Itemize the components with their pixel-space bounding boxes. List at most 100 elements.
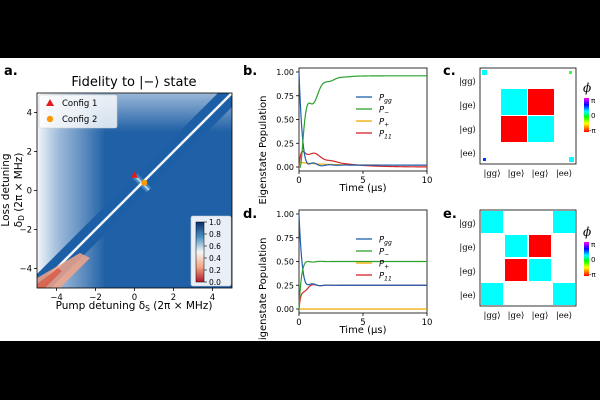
b-ytick-label: 0.00 xyxy=(276,163,294,172)
config1-point xyxy=(131,171,138,178)
panel-a: a. Fidelity to |−⟩ state −4 −2 0 2 4 −4 −2 0 2 4… xyxy=(0,64,233,313)
c-col-label: |ee⟩ xyxy=(556,169,572,179)
b-xtick-label: 0 xyxy=(296,176,301,186)
c-corner-br xyxy=(569,157,574,162)
colorbar-tick-label: 0.4 xyxy=(209,254,221,263)
b-xtick-label: 5 xyxy=(360,176,365,186)
panel-c-row-labels: |gg⟩ |ge⟩ |eg⟩ |ee⟩ xyxy=(459,77,476,159)
panel-c-matrix xyxy=(479,67,577,165)
panel-d-xlabel: Time (μs) xyxy=(338,325,386,336)
figure-canvas: a. Fidelity to |−⟩ state −4 −2 0 2 4 −4 −2 0 2 4… xyxy=(0,64,597,341)
a-ytick-label: 2 xyxy=(27,148,32,158)
panel-d-ticks: 0 5 10 0.00 0.25 0.50 0.75 1.00 xyxy=(276,210,432,328)
colorbar-ticks: 1.0 0.8 0.6 0.4 0.2 0.0 xyxy=(204,218,221,287)
panel-c-col-labels: |gg⟩ |ge⟩ |eg⟩ |ee⟩ xyxy=(483,169,572,179)
colorbar-tick-label: 0.0 xyxy=(209,278,221,287)
d-legend-label-1: P− xyxy=(379,248,389,259)
panel-c-phase-colorbar: ϕ π 0 -π xyxy=(583,81,597,135)
b-legend-label-0: Pgg xyxy=(379,94,392,105)
d-legend-label-2: P+ xyxy=(379,260,389,271)
panel-b-xlabel: Time (μs) xyxy=(338,183,386,194)
d-series-line-0 xyxy=(298,213,427,287)
c-row-label: |ee⟩ xyxy=(460,149,476,159)
b-xtick-label: 10 xyxy=(422,176,433,186)
panel-e: e. |gg⟩ |ge⟩ |eg⟩ |ee⟩ |gg⟩ |ge⟩ |eg⟩ |ee⟩ ϕ π… xyxy=(443,207,597,321)
panel-d-ylabel: Eigenstate Population xyxy=(258,238,269,341)
c-row-label: |eg⟩ xyxy=(459,125,476,135)
e-phase-tick-pi: π xyxy=(591,241,596,249)
b-legend-label-3: P11 xyxy=(379,130,392,141)
c-block-ge-ge xyxy=(501,89,527,115)
panel-a-yticks: −4 −2 0 2 4 xyxy=(19,109,37,275)
panel-a-colorbar: 1.0 0.8 0.6 0.4 0.2 0.0 xyxy=(190,215,232,287)
colorbar-tick-label: 1.0 xyxy=(209,218,221,227)
panel-b-letter: b. xyxy=(243,64,257,79)
c-block-ge-eg xyxy=(528,89,554,115)
a-ytick-label: −4 xyxy=(19,265,32,275)
c-col-label: |eg⟩ xyxy=(532,169,549,179)
c-phase-tick-pi: π xyxy=(591,97,596,105)
c-corner-tr xyxy=(569,71,572,74)
figure: a. Fidelity to |−⟩ state −4 −2 0 2 4 −4 −2 0 2 4… xyxy=(0,58,600,341)
e-phase-tick-0: 0 xyxy=(591,256,595,264)
panel-b-lines xyxy=(298,71,427,168)
b-legend-label-1: P− xyxy=(379,106,389,117)
a-ytick-label: 4 xyxy=(27,109,32,119)
b-ytick-label: 0.75 xyxy=(276,92,294,101)
e-row-label: |ee⟩ xyxy=(460,291,476,301)
panel-c: c. |gg⟩ |ge⟩ |eg⟩ |ee⟩ |gg⟩ |ge⟩ |eg⟩ |ee⟩ ϕ π… xyxy=(443,64,597,179)
e-phase-label: ϕ xyxy=(583,225,591,239)
c-block-eg-ge xyxy=(501,116,527,142)
d-series-line-3 xyxy=(298,283,427,310)
b-legend-label-2: P+ xyxy=(379,118,389,129)
colorbar-tick-label: 0.2 xyxy=(209,266,221,275)
colorbar-tick-label: 0.8 xyxy=(209,230,221,239)
panel-a-title: Fidelity to |−⟩ state xyxy=(71,75,196,90)
panel-a-letter: a. xyxy=(4,64,18,79)
c-row-label: |gg⟩ xyxy=(459,77,476,87)
panel-d: d. Eigenstate Population 0 5 10 0.00 0.25 0.5… xyxy=(243,207,432,341)
e-block-ee-ee xyxy=(553,283,575,305)
a-xtick-label: −4 xyxy=(50,293,63,303)
panel-a-xlabel: Pump detuning δS (2π × MHz) xyxy=(56,300,213,313)
e-phase-tick-minus-pi: -π xyxy=(589,271,597,279)
legend-label-config1: Config 1 xyxy=(62,99,97,109)
e-block-ge-ge xyxy=(505,235,527,257)
panel-e-row-labels: |gg⟩ |ge⟩ |eg⟩ |ee⟩ xyxy=(459,219,476,301)
legend-label-config2: Config 2 xyxy=(62,115,97,125)
e-row-label: |eg⟩ xyxy=(459,267,476,277)
panel-d-lines xyxy=(298,213,427,310)
panel-a-points xyxy=(131,171,148,186)
panel-a-legend: Config 1 Config 2 xyxy=(38,94,118,129)
e-col-label: |gg⟩ xyxy=(483,311,500,321)
e-row-label: |ge⟩ xyxy=(459,243,476,253)
panel-e-letter: e. xyxy=(443,207,457,222)
b-series-line-0 xyxy=(298,71,427,167)
legend-marker-config1 xyxy=(46,99,54,106)
b-ytick-label: 0.50 xyxy=(276,116,294,125)
a-ytick-label: 0 xyxy=(27,187,32,197)
e-block-ge-eg xyxy=(529,235,551,257)
e-col-label: |eg⟩ xyxy=(532,311,549,321)
b-ytick-label: 1.00 xyxy=(276,68,294,77)
colorbar-tick-label: 0.6 xyxy=(209,242,221,251)
panel-e-col-labels: |gg⟩ |ge⟩ |eg⟩ |ee⟩ xyxy=(483,311,572,321)
c-phase-label: ϕ xyxy=(583,81,591,95)
fidelity-heatmap xyxy=(37,93,232,288)
panel-a-xticks: −4 −2 0 2 4 xyxy=(50,288,215,303)
c-col-label: |ge⟩ xyxy=(508,169,525,179)
e-block-eg-eg xyxy=(529,259,551,281)
c-col-label: |gg⟩ xyxy=(483,169,500,179)
d-xtick-label: 0 xyxy=(296,318,301,328)
d-ytick-label: 0.25 xyxy=(276,281,294,290)
e-row-label: |gg⟩ xyxy=(459,219,476,229)
c-phase-tick-0: 0 xyxy=(591,112,595,120)
b-ytick-label: 0.25 xyxy=(276,139,294,148)
panel-c-letter: c. xyxy=(443,64,456,79)
e-block-gg-gg xyxy=(481,211,503,233)
panel-b-ticks: 0 5 10 0.00 0.25 0.50 0.75 1.00 xyxy=(276,68,432,186)
d-ytick-label: 1.00 xyxy=(276,210,294,219)
panel-b: b. Eigenstate Population 0 5 10 0.00 0.25 0.5… xyxy=(243,64,432,204)
